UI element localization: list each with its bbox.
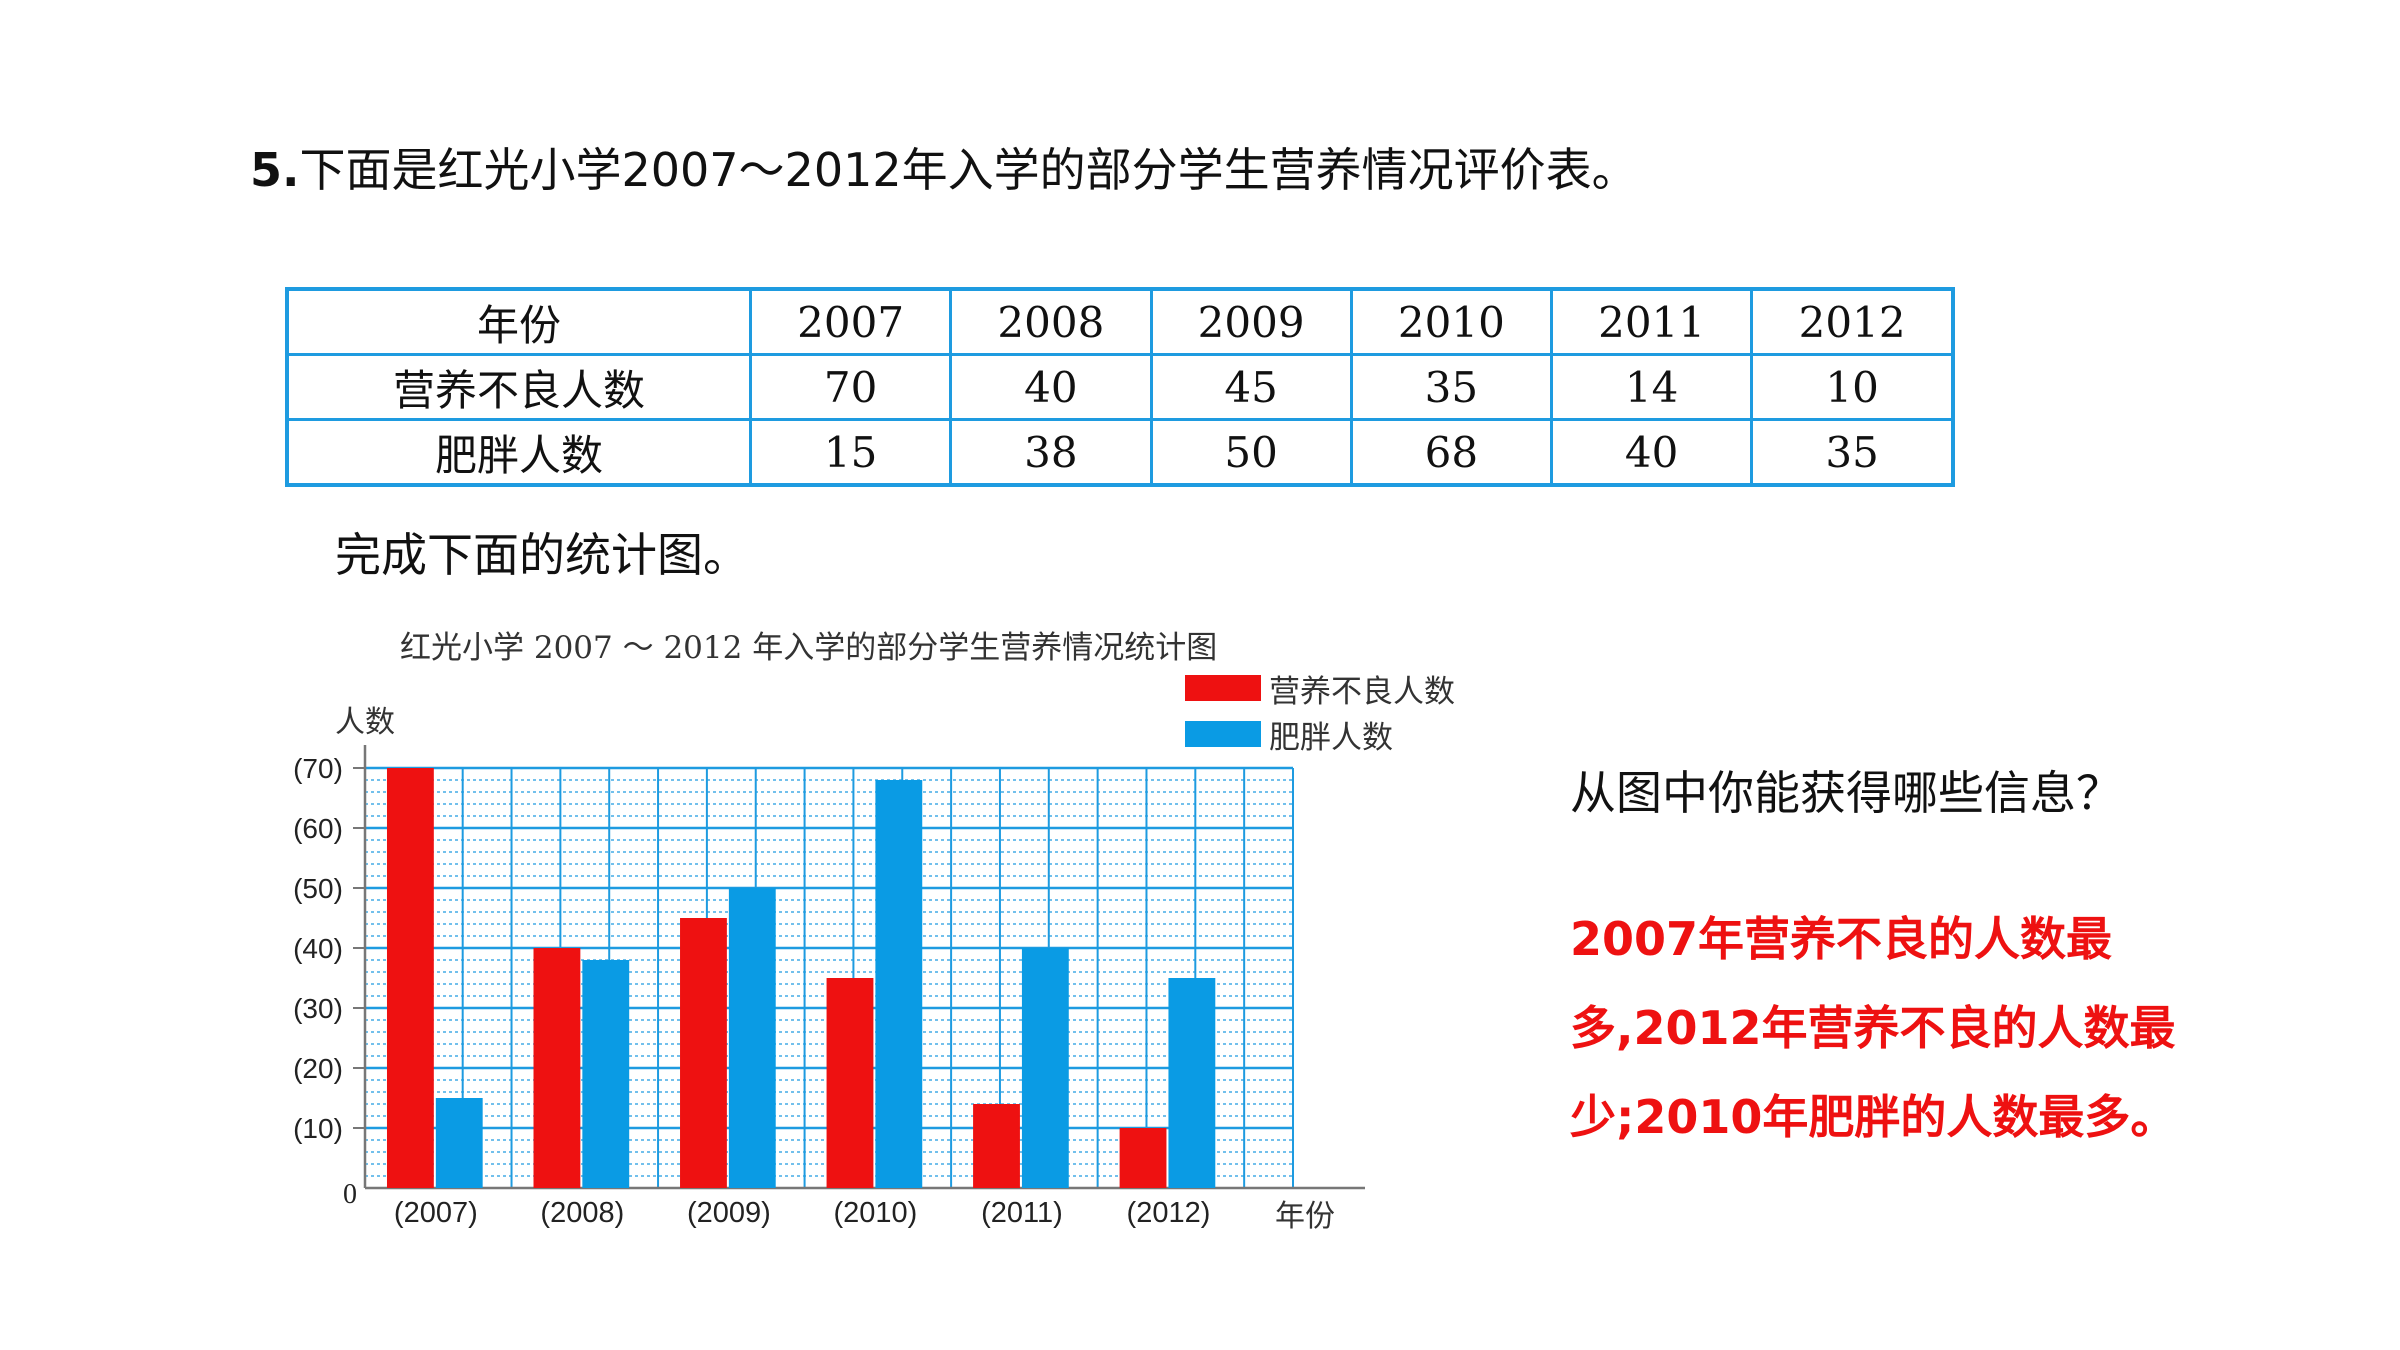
y-tick-label: (50) — [293, 873, 343, 904]
followup-question: 从图中你能获得哪些信息？ — [1570, 766, 2122, 820]
bar-malnutrition — [386, 768, 434, 1188]
bar-malnutrition — [973, 1104, 1020, 1188]
bar-obesity — [1168, 978, 1216, 1188]
legend-item-obesity: 肥胖人数 — [1185, 714, 1393, 756]
table-cell: 45 — [1149, 353, 1353, 421]
table-cell: 15 — [748, 418, 953, 487]
x-tick-label: (2009) — [687, 1197, 771, 1229]
table-cell: 70 — [748, 353, 953, 421]
legend-item-malnutrition: 营养不良人数 — [1185, 668, 1455, 710]
table-header-cell: 2011 — [1549, 287, 1754, 356]
y-axis-label: 人数 — [335, 705, 395, 740]
y-tick-label: (70) — [293, 753, 343, 784]
table-row-label: 营养不良人数 — [285, 353, 752, 421]
table-cell: 10 — [1750, 353, 1955, 421]
answer-text: 2007年营养不良的人数最多,2012年营养不良的人数最少;2010年肥胖的人数… — [1570, 912, 2177, 1144]
table-header-row: 年份 2007 2008 2009 2010 2011 2012 — [285, 287, 1955, 356]
y-tick-label: (60) — [293, 813, 343, 844]
table-cell: 68 — [1349, 418, 1554, 487]
chart-bars — [386, 768, 1216, 1188]
bar-obesity — [728, 888, 776, 1188]
legend-swatch-blue — [1185, 721, 1261, 747]
table-row: 肥胖人数 15 38 50 68 40 35 — [285, 418, 1955, 487]
bar-malnutrition — [533, 948, 581, 1188]
bar-obesity — [875, 780, 923, 1188]
bar-obesity — [582, 960, 630, 1188]
table-cell: 35 — [1750, 418, 1955, 487]
table-cell: 14 — [1549, 353, 1754, 421]
table-header-cell: 2012 — [1750, 287, 1955, 356]
x-tick-label: (2007) — [394, 1197, 478, 1229]
table-header-cell: 2007 — [748, 287, 953, 356]
table-header-cell: 年份 — [285, 287, 752, 356]
table-row-label: 肥胖人数 — [285, 418, 752, 487]
origin-label: 0 — [343, 1179, 357, 1210]
bar-obesity — [435, 1098, 483, 1188]
question-body: 下面是红光小学2007～2012年入学的部分学生营养情况评价表。 — [299, 143, 1638, 197]
y-tick-label: (20) — [293, 1053, 343, 1084]
x-tick-label: (2010) — [833, 1197, 917, 1229]
table-cell: 40 — [949, 353, 1153, 421]
table-cell: 50 — [1149, 418, 1353, 487]
bar-malnutrition — [680, 918, 727, 1188]
table-header-cell: 2008 — [949, 287, 1153, 356]
x-axis-label: 年份 — [1275, 1199, 1335, 1234]
legend-label: 营养不良人数 — [1269, 673, 1455, 710]
data-table: 年份 2007 2008 2009 2010 2011 2012 营养不良人数 … — [285, 287, 1955, 487]
table-header-cell: 2009 — [1149, 287, 1353, 356]
x-tick-label: (2008) — [540, 1197, 624, 1229]
bar-malnutrition — [826, 978, 874, 1188]
instruction-text: 完成下面的统计图。 — [335, 528, 749, 582]
y-tick-label: (30) — [293, 993, 343, 1024]
legend-swatch-red — [1185, 675, 1261, 701]
y-tick-label: (40) — [293, 933, 343, 964]
x-tick-label: (2012) — [1127, 1197, 1211, 1229]
table-header-cell: 2010 — [1349, 287, 1554, 356]
table-cell: 35 — [1349, 353, 1554, 421]
question-number: 5. — [250, 143, 300, 197]
bar-obesity — [1021, 948, 1069, 1188]
legend-label: 肥胖人数 — [1269, 719, 1393, 756]
question-text: 5.下面是红光小学2007～2012年入学的部分学生营养情况评价表。 — [250, 140, 1638, 200]
table-cell: 40 — [1549, 418, 1754, 487]
bar-malnutrition — [1119, 1128, 1167, 1188]
table-row: 营养不良人数 70 40 45 35 14 10 — [285, 353, 1955, 421]
x-tick-label: (2011) — [981, 1197, 1063, 1229]
chart-title: 红光小学 2007 ～ 2012 年入学的部分学生营养情况统计图 — [400, 630, 1218, 666]
y-tick-label: (10) — [293, 1113, 343, 1144]
table-cell: 38 — [949, 418, 1153, 487]
